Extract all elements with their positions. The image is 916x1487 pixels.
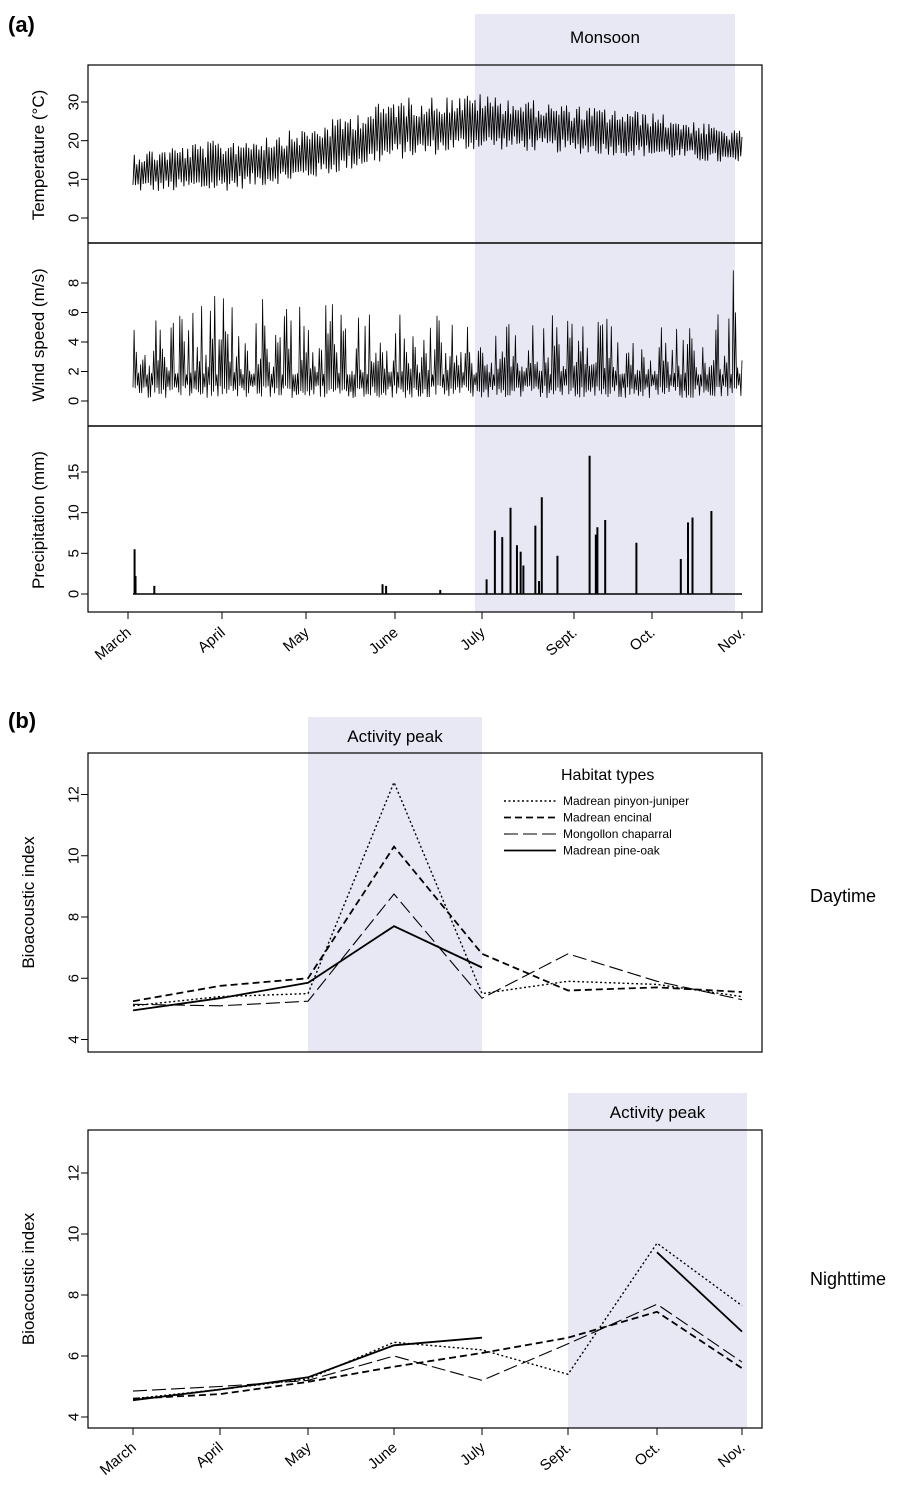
legend-entry: Madrean pine-oak <box>563 844 661 858</box>
daytime-ylabel: Bioacoustic index <box>19 836 38 969</box>
x-tick-label: July <box>457 1439 489 1469</box>
panel-b-label: (b) <box>8 708 36 733</box>
x-tick-label: May <box>282 1439 315 1471</box>
nighttime-side-label: Nighttime <box>810 1269 886 1289</box>
nighttime-shade-label: Activity peak <box>610 1103 706 1122</box>
y-tick-label: 5 <box>66 549 83 557</box>
x-tick-label: Sept. <box>543 624 581 660</box>
legend-title: Habitat types <box>561 767 654 784</box>
temperature-series <box>132 94 743 191</box>
x-tick-label: Sept. <box>537 1439 575 1475</box>
y-tick-label: 4 <box>66 1413 83 1421</box>
temperature-ylabel: Temperature (°C) <box>29 90 48 221</box>
daytime-shade-label: Activity peak <box>347 727 443 746</box>
nighttime-series-line <box>132 1251 743 1402</box>
y-tick-label: 10 <box>66 504 83 521</box>
legend-entry: Madrean pinyon-juniper <box>563 794 689 808</box>
legend-entry: Madrean encinal <box>563 811 652 825</box>
y-tick-label: 10 <box>66 1226 83 1243</box>
y-tick-label: 12 <box>66 1165 83 1182</box>
y-tick-label: 6 <box>66 974 83 982</box>
daytime-side-label: Daytime <box>810 886 876 906</box>
x-tick-label: March <box>92 624 135 664</box>
y-tick-label: 8 <box>66 1291 83 1299</box>
panel-a-label: (a) <box>8 12 35 37</box>
wind-ylabel: Wind speed (m/s) <box>29 268 48 401</box>
y-tick-label: 8 <box>66 913 83 921</box>
daytime-series-line <box>132 925 483 1012</box>
y-tick-label: 4 <box>66 1035 83 1043</box>
daytime-series-line <box>132 780 743 1007</box>
monsoon-label: Monsoon <box>570 28 640 47</box>
daytime-activity-shade <box>308 717 482 1052</box>
y-tick-label: 10 <box>66 847 83 864</box>
y-tick-label: 15 <box>66 464 83 481</box>
y-tick-label: 30 <box>66 94 83 111</box>
x-tick-label: Oct. <box>632 1439 664 1470</box>
x-tick-label: July <box>457 624 489 654</box>
x-tick-label: Nov. <box>715 1439 749 1471</box>
y-tick-label: 0 <box>66 214 83 222</box>
y-tick-label: 10 <box>66 171 83 188</box>
x-tick-label: June <box>366 624 402 658</box>
y-tick-label: 8 <box>66 279 83 287</box>
x-tick-label: Nov. <box>715 624 749 656</box>
precipitation-ylabel: Precipitation (mm) <box>29 451 48 589</box>
x-tick-label: June <box>365 1439 401 1473</box>
daytime-frame <box>87 752 763 1053</box>
y-tick-label: 0 <box>66 590 83 598</box>
y-tick-label: 20 <box>66 132 83 149</box>
x-tick-label: March <box>97 1439 140 1479</box>
y-tick-label: 0 <box>66 397 83 405</box>
x-tick-label: May <box>280 624 313 656</box>
wind-series <box>132 270 743 399</box>
x-tick-label: April <box>193 1439 227 1471</box>
x-tick-label: Oct. <box>627 624 659 655</box>
y-tick-label: 6 <box>66 1352 83 1360</box>
x-tick-label: April <box>195 624 229 656</box>
nighttime-series-line <box>132 1303 743 1392</box>
daytime-series-line <box>132 845 743 1003</box>
y-tick-label: 2 <box>66 367 83 375</box>
y-tick-label: 6 <box>66 308 83 316</box>
nighttime-frame <box>87 1129 763 1429</box>
y-tick-label: 4 <box>66 338 83 346</box>
y-tick-label: 12 <box>66 786 83 803</box>
nighttime-ylabel: Bioacoustic index <box>19 1212 38 1345</box>
legend-entry: Mongollon chaparral <box>563 827 672 841</box>
nighttime-series-line <box>132 1310 743 1400</box>
nighttime-activity-shade <box>568 1093 747 1428</box>
